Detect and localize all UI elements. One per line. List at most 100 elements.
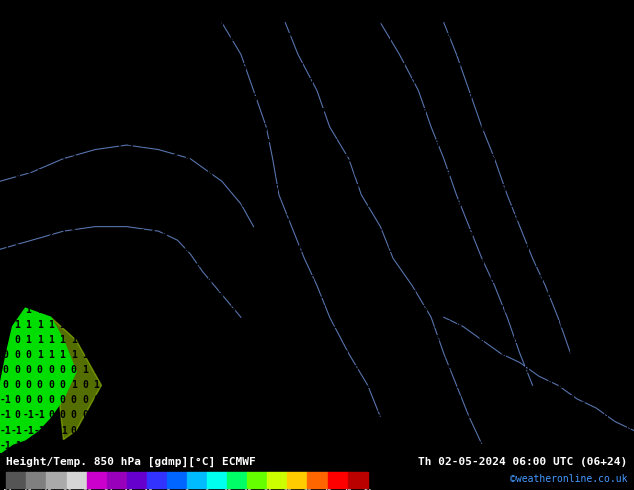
Text: 10: 10 (509, 274, 521, 285)
Text: 2: 2 (184, 305, 190, 315)
Text: 7: 7 (320, 184, 326, 194)
Text: 4: 4 (218, 274, 224, 285)
Text: 1: 1 (286, 441, 292, 451)
Text: 10: 10 (532, 139, 543, 148)
Text: 2: 2 (25, 214, 31, 224)
Text: 3: 3 (320, 335, 326, 345)
Text: 7: 7 (320, 199, 326, 209)
Text: 8: 8 (603, 229, 609, 239)
Text: 9: 9 (625, 93, 631, 103)
Text: 2: 2 (37, 245, 42, 254)
Text: 6: 6 (410, 184, 416, 194)
Text: 9: 9 (592, 123, 597, 133)
Text: 3: 3 (410, 335, 416, 345)
Text: 9: 9 (512, 395, 518, 405)
Text: 6: 6 (229, 184, 235, 194)
Text: 10: 10 (623, 123, 634, 133)
Text: 6: 6 (218, 33, 224, 43)
Text: 6: 6 (410, 108, 416, 118)
Text: 6: 6 (467, 199, 473, 209)
Text: 6: 6 (387, 214, 394, 224)
Text: 4: 4 (3, 33, 9, 43)
Text: 6: 6 (444, 154, 450, 164)
Text: 7: 7 (331, 108, 337, 118)
Text: 4: 4 (82, 123, 88, 133)
Text: 5: 5 (184, 108, 190, 118)
Text: 8: 8 (569, 305, 574, 315)
Text: 5: 5 (93, 2, 99, 13)
Text: 8: 8 (489, 154, 495, 164)
Text: -1: -1 (68, 441, 79, 451)
Text: 1: 1 (14, 259, 20, 270)
Text: 5: 5 (399, 245, 405, 254)
Text: 6: 6 (444, 139, 450, 148)
Text: 1: 1 (127, 365, 133, 375)
Text: 6: 6 (229, 63, 235, 73)
Text: 5: 5 (184, 78, 190, 88)
Text: -1: -1 (56, 426, 68, 436)
Text: 6: 6 (467, 214, 473, 224)
Text: 5: 5 (207, 229, 212, 239)
Text: 5: 5 (184, 123, 190, 133)
Text: 3: 3 (433, 380, 439, 390)
Text: 2: 2 (387, 395, 394, 405)
Text: 7: 7 (399, 48, 405, 58)
Text: 6: 6 (207, 139, 212, 148)
Text: 7: 7 (387, 63, 394, 73)
Text: 3: 3 (93, 229, 99, 239)
Text: 7: 7 (240, 139, 247, 148)
Text: 2: 2 (399, 441, 405, 451)
Text: 5: 5 (127, 78, 133, 88)
Text: 6: 6 (172, 2, 178, 13)
Text: 11: 11 (498, 199, 510, 209)
Text: 6: 6 (229, 169, 235, 179)
Text: 5: 5 (456, 229, 462, 239)
Text: 7: 7 (320, 93, 326, 103)
Text: 1: 1 (60, 350, 65, 360)
Text: 5: 5 (150, 93, 156, 103)
Text: 8: 8 (512, 305, 518, 315)
Text: 9: 9 (478, 63, 484, 73)
Text: 6: 6 (240, 199, 247, 209)
Text: 1: 1 (150, 350, 156, 360)
Text: 6: 6 (116, 18, 122, 27)
Text: 5: 5 (308, 290, 314, 299)
Text: 7: 7 (387, 139, 394, 148)
Text: 2: 2 (37, 259, 42, 270)
Text: 3: 3 (467, 320, 473, 330)
Text: 9: 9 (569, 214, 574, 224)
Text: 0: 0 (70, 365, 77, 375)
Text: 4: 4 (93, 123, 99, 133)
Text: 6: 6 (161, 2, 167, 13)
Text: 3: 3 (456, 411, 462, 420)
Text: 2: 2 (331, 380, 337, 390)
Text: 3: 3 (25, 139, 31, 148)
Text: 0: 0 (116, 426, 122, 436)
Text: 9: 9 (501, 123, 507, 133)
Text: 7: 7 (275, 123, 280, 133)
Text: 2: 2 (286, 380, 292, 390)
Text: 0: 0 (93, 441, 99, 451)
Text: 9: 9 (489, 274, 495, 285)
Text: 5: 5 (184, 154, 190, 164)
Text: 6: 6 (150, 18, 156, 27)
Text: 2: 2 (444, 411, 450, 420)
Text: 1: 1 (252, 411, 257, 420)
Text: 5: 5 (14, 33, 20, 43)
Text: 3: 3 (70, 184, 77, 194)
Text: 6: 6 (422, 78, 427, 88)
Text: 8: 8 (625, 426, 631, 436)
Text: 3: 3 (252, 320, 257, 330)
Text: 4: 4 (456, 259, 462, 270)
Text: 4: 4 (377, 290, 382, 299)
Text: 4: 4 (60, 63, 65, 73)
Text: 4: 4 (297, 320, 303, 330)
Text: 2: 2 (14, 245, 20, 254)
Text: 4: 4 (229, 290, 235, 299)
Text: 10: 10 (600, 199, 612, 209)
Text: 2: 2 (422, 411, 427, 420)
Text: 2: 2 (25, 199, 31, 209)
Text: 1: 1 (172, 350, 178, 360)
Text: 2: 2 (297, 395, 303, 405)
Text: 9: 9 (592, 63, 597, 73)
